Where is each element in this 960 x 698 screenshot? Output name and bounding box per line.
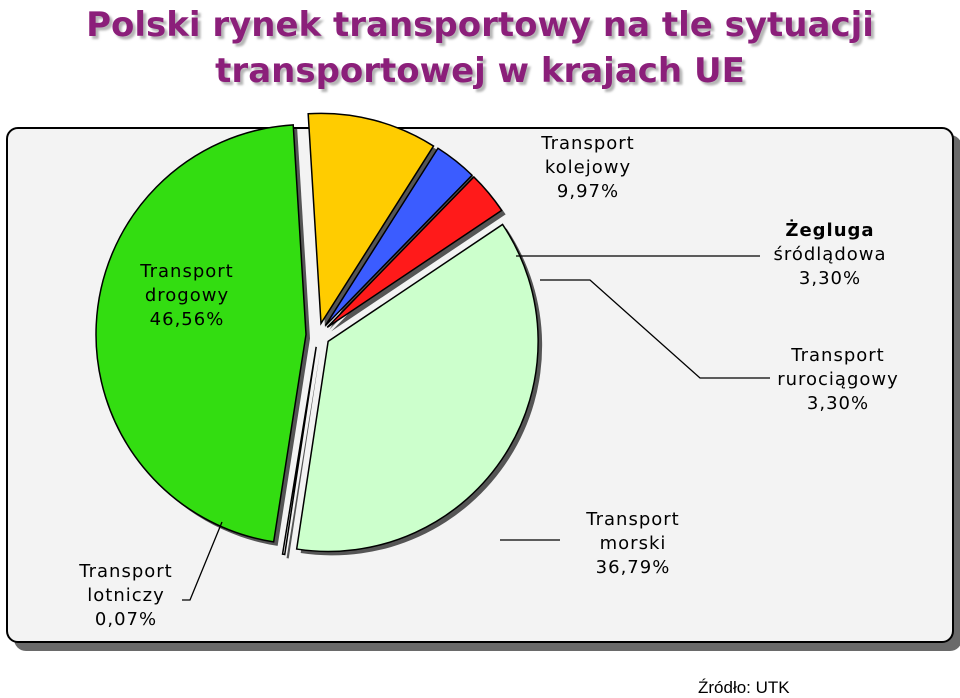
- label-road-line1: Transport: [140, 261, 234, 282]
- label-rail-line1: Transport: [541, 133, 635, 154]
- pie-slice-shadow-air: [286, 350, 321, 559]
- pie-slice-pipeline: [326, 175, 503, 328]
- pie-slice-rail: [307, 112, 435, 326]
- label-road: Transport drogowy 46,56%: [112, 260, 262, 332]
- label-rail-line2: kolejowy: [544, 157, 632, 178]
- source-note: Źródło: UTK: [698, 678, 790, 697]
- label-sea: Transport morski 36,79%: [558, 508, 708, 580]
- label-road-value: 46,56%: [149, 309, 225, 330]
- label-inland-value: 3,30%: [798, 268, 862, 289]
- label-air-value: 0,07%: [94, 609, 158, 630]
- label-air-line1: Transport: [79, 561, 173, 582]
- label-pipeline-value: 3,30%: [806, 393, 870, 414]
- label-pipeline: Transport rurociągowy 3,30%: [750, 344, 926, 416]
- leader-line-pipeline: [540, 279, 770, 379]
- label-air: Transport lotniczy 0,07%: [56, 560, 196, 632]
- title-line-2: transportowej w krajach UE: [215, 51, 745, 91]
- label-air-line2: lotniczy: [87, 585, 165, 606]
- label-rail: Transport kolejowy 9,97%: [508, 132, 668, 204]
- label-inland: Żegluga śródlądowa 3,30%: [740, 219, 920, 291]
- title-line-1: Polski rynek transportowy na tle sytuacj…: [86, 5, 874, 45]
- pie-slice-road: [95, 124, 307, 543]
- pie-slice-inland: [324, 147, 474, 327]
- label-inland-line1: Żegluga: [785, 220, 875, 241]
- pie-slice-sea: [295, 223, 539, 553]
- label-sea-line2: morski: [599, 533, 667, 554]
- label-sea-line1: Transport: [586, 509, 680, 530]
- label-pipeline-line1: Transport: [791, 345, 885, 366]
- slide-title: Polski rynek transportowy na tle sytuacj…: [0, 2, 960, 94]
- label-sea-value: 36,79%: [595, 557, 671, 578]
- leader-line-air: [182, 521, 223, 601]
- label-inland-line2: śródlądowa: [773, 244, 887, 265]
- label-rail-value: 9,97%: [556, 181, 620, 202]
- label-road-line2: drogowy: [144, 285, 230, 306]
- label-pipeline-line2: rurociągowy: [777, 369, 899, 390]
- pie-slice-air: [281, 346, 317, 556]
